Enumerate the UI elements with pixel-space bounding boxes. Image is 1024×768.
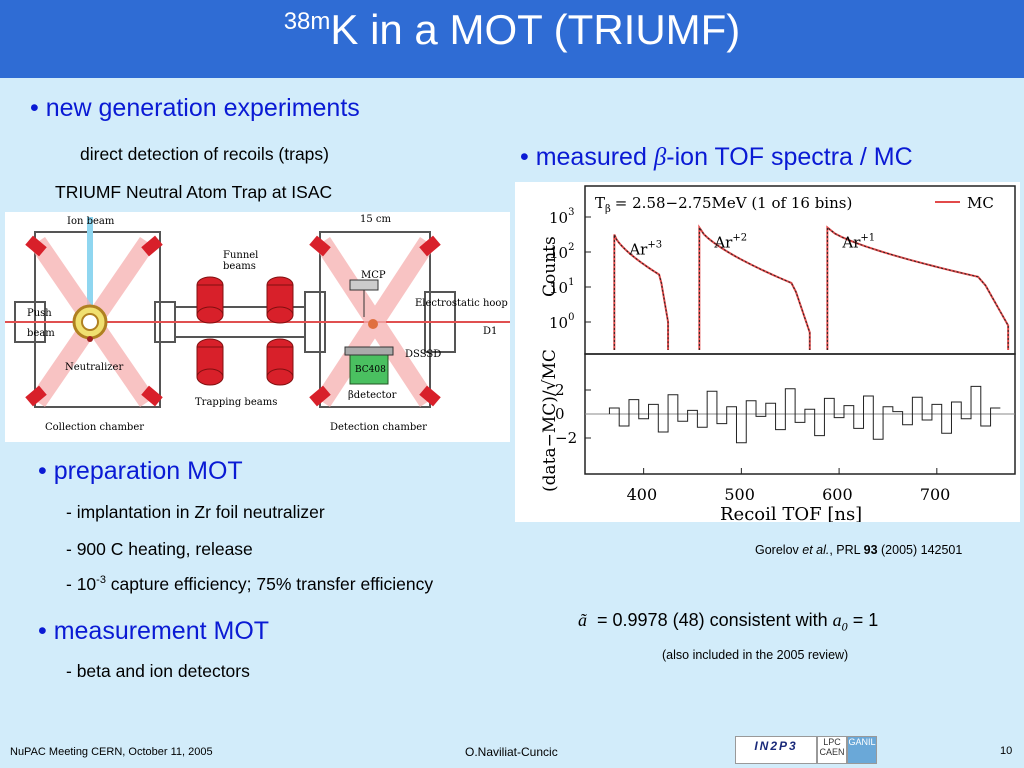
beta-symbol: β [653, 144, 667, 171]
tof-chart: Tβ = 2.58−2.75MeV (1 of 16 bins) MC Count… [515, 182, 1020, 525]
chart-title-t: T [595, 194, 605, 212]
cite-volume: 93 [863, 543, 878, 557]
line-triumf-trap: TRIUMF Neutral Atom Trap at ISAC [55, 182, 333, 202]
label-mcp: MCP [361, 270, 386, 281]
result-tail: = 1 [852, 610, 879, 630]
sub-beta-ion-detectors: - beta and ion detectors [66, 661, 250, 681]
label-d1: D1 [483, 326, 497, 337]
data-curve [698, 225, 811, 350]
cite-author: Gorelov [755, 543, 803, 557]
trap-apparatus-diagram: Ion beam Funnel beams 15 cm MCP Electros… [5, 212, 510, 442]
ylabel-residual: (data−MC)/√MC [540, 349, 560, 492]
label-collection-chamber: Collection chamber [45, 422, 144, 433]
slide-title: 38mK in a MOT (TRIUMF) [0, 6, 1024, 54]
label-push-beam: beam [27, 328, 55, 339]
ytick-top-label: 101 [549, 277, 574, 297]
bullet-pre: • measured [520, 143, 654, 171]
label-funnel-beams: beams [223, 261, 256, 272]
cite-etal: et al. [802, 543, 830, 557]
bullet-measured-spectra: • measured β-ion TOF spectra / MC [520, 143, 913, 172]
peak-label: Ar+2 [713, 233, 747, 252]
chart-title-rest: = 2.58−2.75MeV (1 of 16 bins) [615, 194, 853, 212]
ytick-bottom-label: 2 [555, 381, 565, 399]
sub3-post: capture efficiency; 75% transfer efficie… [105, 574, 434, 594]
sub-capture-efficiency: - 10-3 capture efficiency; 75% transfer … [66, 574, 433, 595]
label-detection-chamber: Detection chamber [330, 422, 427, 433]
chart-title-sub: β [605, 204, 611, 215]
cite-journal: , PRL [829, 543, 864, 557]
result-line: ã = 0.9978 (48) consistent with a0 = 1 [578, 610, 878, 635]
bullet-preparation-mot: • preparation MOT [38, 457, 243, 485]
bullet-measurement-mot: • measurement MOT [38, 617, 270, 645]
label-neutralizer: Neutralizer [65, 362, 123, 373]
xtick-label: 400 [627, 485, 658, 504]
result-a0: a0 [832, 610, 848, 634]
footer-meeting: NuPAC Meeting CERN, October 11, 2005 [10, 746, 213, 758]
in2p3-logo-text: IN2P3 [754, 739, 798, 753]
label-funnel: Funnel [223, 250, 258, 261]
citation: Gorelov et al., PRL 93 (2005) 142501 [755, 543, 962, 557]
title-bar [0, 0, 1024, 78]
data-curve [613, 234, 669, 350]
xtick-label: 500 [724, 485, 755, 504]
bullet-new-generation: • new generation experiments [30, 94, 360, 122]
label-beta-detector: βdetector [348, 390, 397, 401]
bullet-post: -ion TOF spectra / MC [666, 143, 913, 171]
chart-title: Tβ = 2.58−2.75MeV (1 of 16 bins) [595, 194, 852, 215]
title-superscript: 38m [283, 8, 331, 35]
lpc-caen-logo: LPC CAEN [817, 736, 847, 764]
legend-mc-label: MC [967, 194, 994, 212]
label-push: Push [27, 308, 52, 319]
a0-letter: a [832, 610, 842, 630]
ylabel-counts: Counts [540, 236, 560, 297]
footer-author: O.Naviliat-Cuncic [465, 745, 558, 759]
label-bc408: BC408 [355, 365, 386, 375]
sub-heating: - 900 C heating, release [66, 539, 253, 559]
footer-page-number: 10 [1000, 745, 1013, 757]
sub3-sup: -3 [96, 574, 106, 587]
peak-label: Ar+1 [841, 233, 875, 252]
label-ion-beam: Ion beam [67, 216, 115, 227]
sub-implantation: - implantation in Zr foil neutralizer [66, 502, 325, 522]
in2p3-logo: IN2P3 [735, 736, 817, 764]
label-width: 15 cm [360, 214, 392, 225]
peak-label: Ar+3 [628, 240, 662, 259]
sub3-pre: - 10 [66, 574, 97, 594]
residual-histogram [608, 385, 1001, 444]
xtick-label: 700 [920, 485, 951, 504]
xtick-label: 600 [822, 485, 853, 504]
result-value: = 0.9978 (48) consistent with [597, 610, 828, 630]
result-symbol: ã [578, 610, 587, 630]
ytick-bottom-label: −2 [555, 429, 577, 447]
review-note: (also included in the 2005 review) [662, 648, 849, 662]
ytick-top-label: 103 [549, 207, 574, 227]
ganil-logo: GANIL [847, 736, 877, 764]
data-curve [826, 226, 1009, 350]
ytick-bottom-label: 0 [555, 405, 565, 423]
label-dsssd: DSSSD [405, 349, 441, 360]
ytick-top-label: 100 [549, 312, 574, 332]
ytick-top-label: 102 [549, 242, 574, 262]
label-trapping-beams: Trapping beams [195, 397, 277, 408]
a0-sub: 0 [841, 619, 848, 634]
label-hoop: Electrostatic hoop [415, 298, 508, 309]
title-text: K in a MOT (TRIUMF) [330, 6, 741, 53]
xlabel: Recoil TOF [ns] [720, 504, 862, 522]
cite-rest: (2005) 142501 [877, 543, 963, 557]
line-direct-detection: direct detection of recoils (traps) [80, 144, 329, 164]
